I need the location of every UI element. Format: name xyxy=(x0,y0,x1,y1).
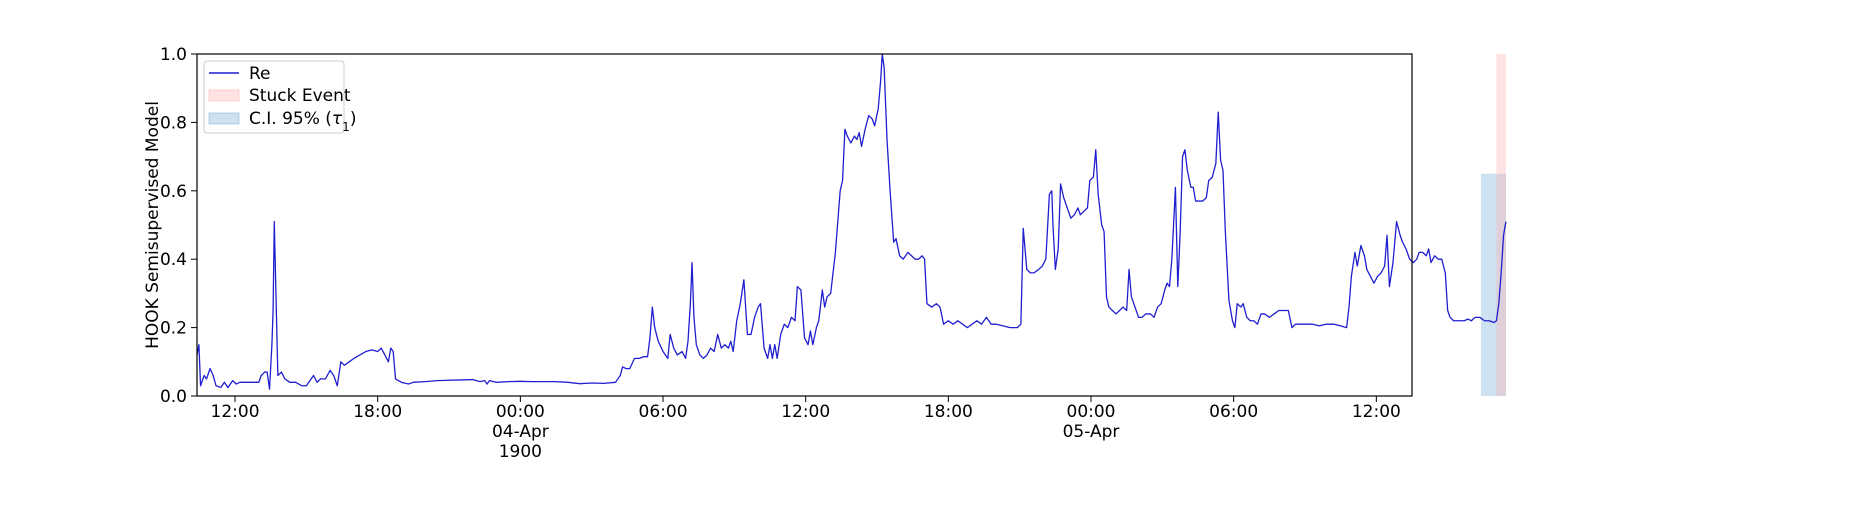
legend-label-stuck-event: Stuck Event xyxy=(249,86,351,106)
x-tick-label: 18:00 xyxy=(353,402,402,422)
x-tick-label: 04-Apr xyxy=(492,422,549,442)
x-tick-label: 18:00 xyxy=(924,402,973,422)
y-tick-label: 0.8 xyxy=(160,113,187,133)
legend: Re Stuck Event C.I. 95% (τ1) xyxy=(203,60,356,134)
legend-label-re: Re xyxy=(249,64,271,84)
series-line-re xyxy=(196,53,1507,390)
y-tick-label: 1.0 xyxy=(160,45,187,65)
legend-box xyxy=(203,60,345,134)
axes-frame xyxy=(196,53,1413,397)
y-tick-label: 0.6 xyxy=(160,182,187,202)
ticks: 0.00.20.40.60.81.012:00 18:00 00:0004-Apr1… xyxy=(160,45,1401,462)
legend-swatch-stuck-event xyxy=(208,89,240,102)
y-tick-label: 0.2 xyxy=(160,319,187,339)
y-tick-label: 0.0 xyxy=(160,387,187,407)
plot-area xyxy=(196,53,1507,396)
x-tick-label: 06:00 xyxy=(639,402,688,422)
x-tick-label: 05-Apr xyxy=(1063,422,1120,442)
y-tick-label: 0.4 xyxy=(160,250,187,270)
x-tick-label: 00:00 xyxy=(1067,402,1116,422)
y-axis-label: HOOK Semisupervised Model xyxy=(143,101,163,349)
legend-label-ci: C.I. 95% (τ1) xyxy=(249,109,356,134)
legend-swatch-ci xyxy=(208,112,240,125)
x-tick-label: 12:00 xyxy=(211,402,260,422)
stuck-event-band xyxy=(1496,54,1506,396)
x-tick-label: 1900 xyxy=(499,442,542,462)
x-tick-label: 06:00 xyxy=(1209,402,1258,422)
x-tick-label: 00:00 xyxy=(496,402,545,422)
x-tick-label: 12:00 xyxy=(781,402,830,422)
x-tick-label: 12:00 xyxy=(1352,402,1401,422)
ci-band xyxy=(1480,173,1506,396)
